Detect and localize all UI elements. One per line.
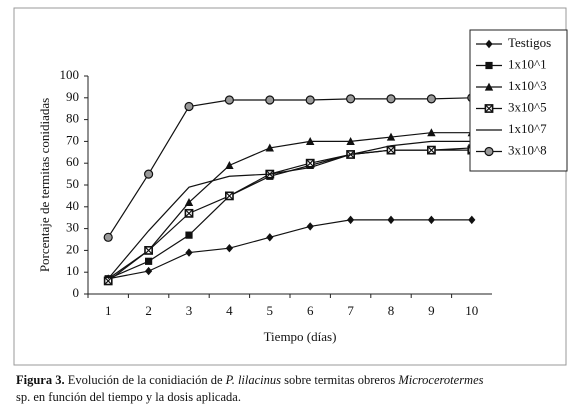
- y-tick-label: 30: [66, 220, 79, 235]
- legend-label: 1x10^3: [508, 78, 547, 93]
- marker: [346, 94, 356, 104]
- x-tick-label: 6: [307, 303, 314, 318]
- series-line: [107, 140, 472, 280]
- figure-frame: [13, 7, 567, 366]
- marker: [468, 215, 476, 225]
- x-axis-title: Tiempo (días): [264, 329, 337, 344]
- legend-box: [469, 29, 568, 172]
- y-tick-label: 0: [73, 285, 80, 300]
- y-tick-label: 60: [66, 154, 79, 169]
- caption-genus: Microcerotermes: [397, 373, 483, 387]
- x-tick-label: 5: [267, 303, 274, 318]
- marker: [484, 82, 494, 91]
- marker-cross: [306, 159, 315, 168]
- marker: [265, 143, 274, 152]
- series-line: [107, 97, 472, 238]
- marker: [386, 132, 396, 141]
- marker: [305, 95, 315, 105]
- marker: [144, 169, 154, 179]
- y-tick-label: 90: [66, 89, 79, 104]
- caption-text: Evolución de la conidiación de: [65, 373, 226, 387]
- x-tick-label: 3: [186, 303, 193, 318]
- marker-cross: [184, 209, 194, 218]
- legend-label: 1x10^1: [508, 56, 547, 71]
- marker: [103, 232, 113, 242]
- y-tick-label: 10: [66, 263, 79, 278]
- marker: [145, 257, 153, 265]
- y-tick-label: 80: [66, 111, 79, 126]
- caption-text: sobre termitas obreros: [281, 373, 398, 387]
- marker-cross: [427, 146, 436, 155]
- marker: [387, 215, 395, 225]
- x-tick-label: 10: [465, 303, 478, 318]
- marker: [306, 222, 314, 231]
- marker: [265, 95, 275, 105]
- marker-cross: [144, 246, 153, 255]
- series-line: [107, 147, 472, 280]
- marker: [184, 198, 194, 207]
- marker: [485, 61, 493, 70]
- x-tick-label: 9: [428, 303, 435, 318]
- y-tick-label: 70: [66, 132, 79, 147]
- caption-species: P. lilacinus: [225, 373, 281, 387]
- caption-line-2: sp. en función del tiempo y la dosis apl…: [16, 390, 241, 404]
- marker: [484, 146, 494, 157]
- marker: [224, 95, 234, 105]
- marker: [426, 94, 436, 104]
- marker: [185, 231, 193, 239]
- marker-cross: [386, 146, 396, 155]
- marker: [386, 94, 396, 104]
- marker: [266, 233, 274, 242]
- marker-cross: [104, 276, 113, 285]
- marker-cross: [225, 191, 234, 200]
- x-tick-label: 7: [347, 303, 354, 318]
- y-tick-label: 50: [66, 176, 79, 191]
- x-tick-label: 1: [105, 303, 112, 318]
- marker: [184, 101, 194, 112]
- y-axis-title: Porcentaje de termitas conidiadas: [37, 98, 52, 272]
- legend-label: Testigos: [508, 35, 551, 50]
- marker: [346, 137, 355, 145]
- marker: [347, 215, 355, 225]
- marker: [306, 137, 315, 145]
- x-tick-label: 4: [226, 303, 233, 318]
- marker: [185, 248, 193, 257]
- marker: [225, 244, 233, 253]
- marker: [145, 266, 153, 276]
- x-tick-label: 8: [388, 303, 395, 318]
- legend-label: 3x10^5: [508, 99, 547, 114]
- series-line: [107, 132, 472, 280]
- legend-label: 1x10^7: [508, 121, 547, 136]
- caption-line-1: Figura 3. Evolución de la conidiación de…: [16, 373, 484, 387]
- y-tick-label: 20: [66, 241, 79, 256]
- series-line: [107, 149, 472, 282]
- marker-cross: [484, 104, 494, 113]
- legend-label: 3x10^8: [508, 142, 547, 157]
- marker: [225, 160, 234, 169]
- y-tick-label: 40: [66, 198, 79, 213]
- series-line: [108, 219, 472, 280]
- x-tick-label: 2: [145, 303, 152, 318]
- y-tick-label: 100: [60, 67, 80, 82]
- marker: [427, 128, 436, 137]
- caption-label: Figura 3.: [16, 373, 65, 387]
- marker: [485, 39, 493, 49]
- marker: [427, 215, 435, 225]
